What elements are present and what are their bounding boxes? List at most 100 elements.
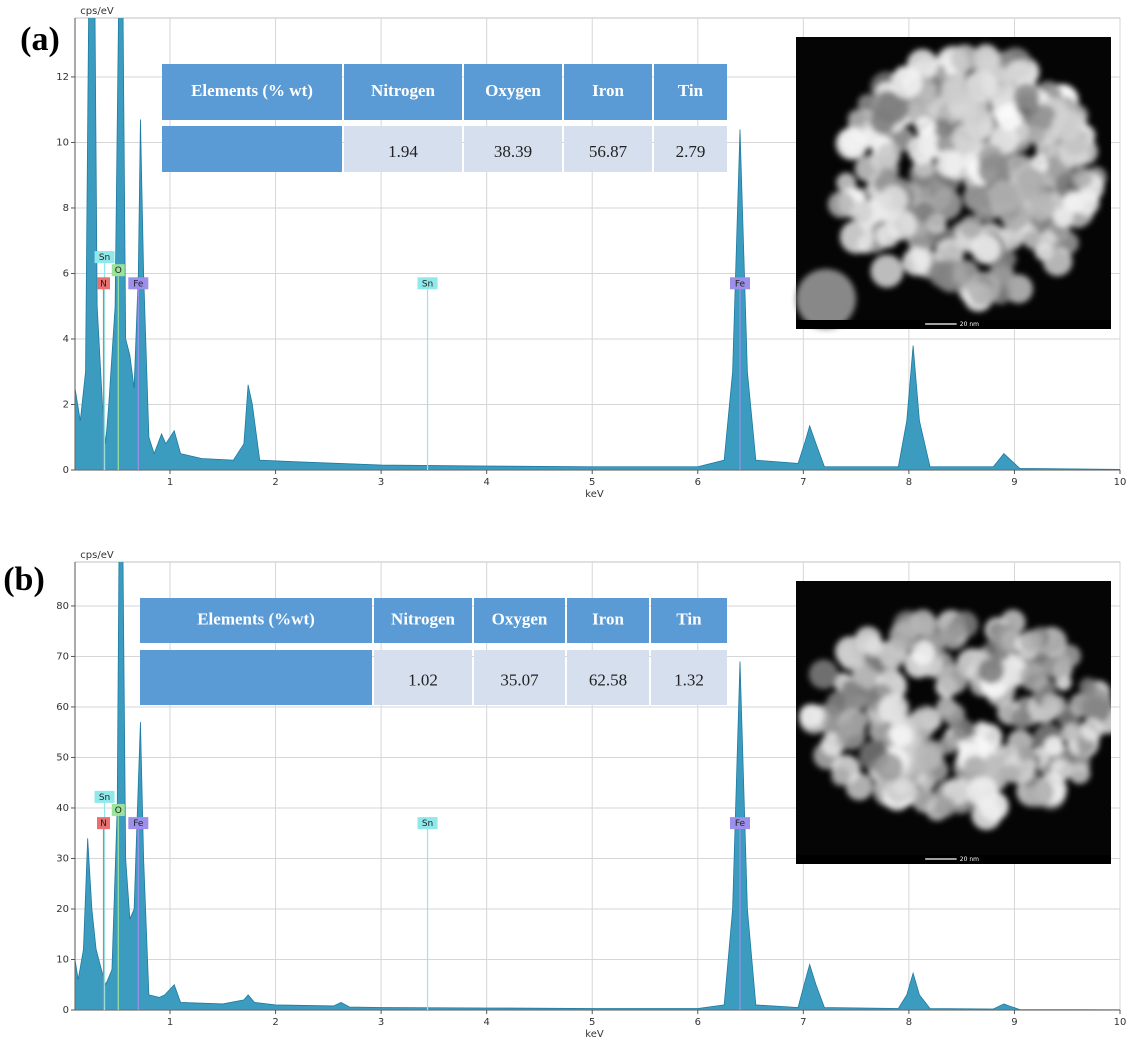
table-value: 2.79	[676, 142, 706, 161]
y-tick-label: 12	[56, 72, 69, 83]
x-tick-label: 10	[1114, 477, 1127, 488]
particle	[848, 109, 866, 127]
particle	[1053, 207, 1073, 227]
particle	[960, 215, 983, 238]
particle	[933, 119, 952, 138]
x-tick-label: 1	[167, 477, 173, 488]
y-tick-label: 6	[63, 268, 69, 279]
x-tick-label: 1	[167, 1017, 173, 1028]
particle	[914, 739, 945, 770]
particle	[889, 724, 912, 747]
table-cell	[140, 650, 372, 705]
particle	[1061, 724, 1080, 743]
x-tick-label: 6	[695, 477, 701, 488]
x-tick-label: 3	[378, 1017, 384, 1028]
annotation-label: Sn	[422, 819, 433, 829]
figure: 12345678910024681012keVcps/eV(a)SnONFeSn…	[0, 0, 1132, 1042]
table-cell	[162, 126, 342, 172]
x-tick-label: 8	[906, 1017, 912, 1028]
annotation-label: Sn	[99, 253, 110, 263]
particle	[971, 235, 1000, 264]
table-value: 1.32	[674, 670, 704, 689]
scale-label: 20 nm	[960, 856, 979, 863]
annotation-label: N	[100, 279, 107, 289]
particle	[1042, 694, 1060, 712]
particle	[963, 185, 989, 211]
table-value: 35.07	[500, 670, 539, 689]
table-header: Tin	[678, 81, 704, 100]
x-axis-label: keV	[585, 489, 604, 500]
y-tick-label: 2	[63, 399, 69, 410]
y-tick-label: 10	[56, 954, 69, 965]
annotation-label: O	[115, 806, 122, 816]
annotation-label: Fe	[735, 279, 746, 289]
particle	[941, 76, 970, 105]
particle	[1027, 126, 1045, 144]
particle	[876, 224, 900, 248]
scale-label: 20 nm	[960, 321, 979, 328]
table-header: Nitrogen	[391, 609, 455, 628]
particle	[809, 660, 838, 689]
table-header: Oxygen	[485, 81, 541, 100]
particle	[871, 255, 904, 288]
panel-label: (b)	[3, 561, 45, 598]
annotation-label: Fe	[735, 819, 746, 829]
y-axis-label: cps/eV	[80, 550, 114, 561]
particle	[947, 621, 966, 640]
particle	[915, 116, 936, 137]
annotation-label: Sn	[99, 793, 110, 803]
y-tick-label: 30	[56, 853, 69, 864]
panel-label: (a)	[20, 21, 60, 58]
particle	[1080, 718, 1103, 741]
particle	[799, 704, 823, 728]
table-header: Elements (%wt)	[197, 609, 315, 628]
y-tick-label: 80	[56, 601, 69, 612]
y-tick-label: 20	[56, 904, 69, 915]
particle	[855, 626, 882, 653]
y-tick-label: 8	[63, 203, 69, 214]
annotation-label: Fe	[133, 279, 144, 289]
table-header: Nitrogen	[371, 81, 435, 100]
particle	[1023, 229, 1041, 247]
particle	[1001, 765, 1019, 783]
particle	[938, 664, 968, 694]
y-tick-label: 4	[63, 334, 69, 345]
particle	[836, 127, 869, 160]
particle	[875, 753, 903, 781]
y-tick-label: 40	[56, 803, 69, 814]
x-tick-label: 5	[589, 477, 595, 488]
x-tick-label: 7	[800, 477, 806, 488]
particle	[1020, 630, 1042, 652]
particle	[919, 708, 942, 731]
particle	[1044, 736, 1064, 756]
particle	[1020, 663, 1048, 691]
particle	[1052, 109, 1083, 140]
particle	[891, 67, 923, 99]
annotation-label: Sn	[422, 279, 433, 289]
particle	[902, 248, 930, 276]
x-tick-label: 8	[906, 477, 912, 488]
particle	[836, 720, 866, 750]
particle	[879, 186, 908, 215]
y-tick-label: 10	[56, 137, 69, 148]
table-header: Iron	[592, 609, 624, 628]
table-header: Iron	[592, 81, 624, 100]
particle	[967, 776, 998, 807]
table-value: 62.58	[589, 670, 627, 689]
x-tick-label: 7	[800, 1017, 806, 1028]
table-value: 1.94	[388, 142, 418, 161]
particle	[936, 150, 964, 178]
annotation-label: N	[100, 819, 107, 829]
particle	[1015, 168, 1049, 202]
particle	[879, 693, 909, 723]
particle	[1074, 190, 1099, 215]
particle	[869, 721, 890, 742]
particle	[907, 135, 937, 165]
y-axis-label: cps/eV	[80, 6, 114, 17]
table-header: Oxygen	[492, 609, 548, 628]
table-value: 56.87	[589, 142, 628, 161]
particle	[1014, 84, 1040, 110]
particle	[1079, 678, 1097, 696]
particle	[840, 220, 873, 253]
particle	[876, 142, 901, 167]
